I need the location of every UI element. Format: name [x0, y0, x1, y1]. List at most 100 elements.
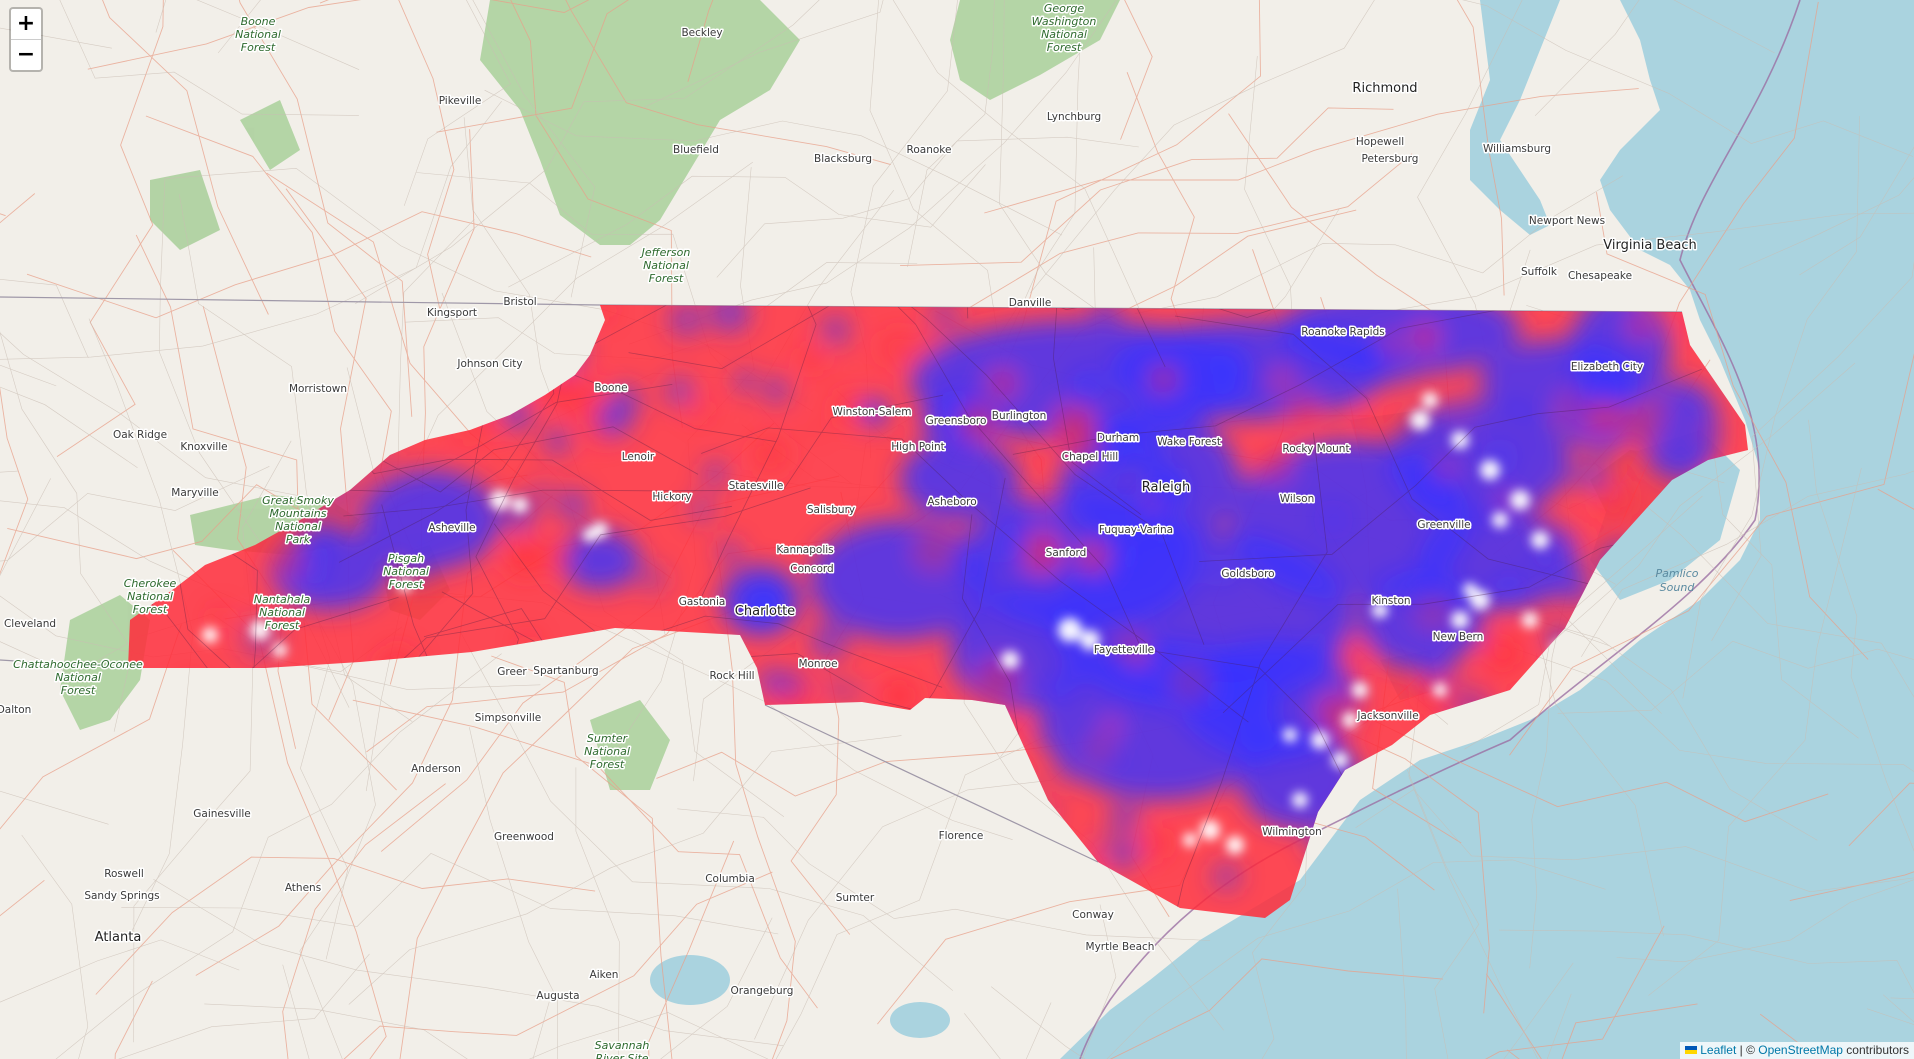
road-line [343, 871, 773, 1059]
heatmap-cell [849, 684, 864, 699]
city-label: Elizabeth City [1571, 361, 1643, 373]
heatmap-cell [1260, 641, 1296, 676]
no-data-gap [1001, 651, 1019, 669]
minor-road-line [355, 0, 820, 304]
overlay-road-line [338, 305, 579, 563]
forest-label: Great Smoky Mountains National Park [262, 494, 334, 546]
heatmap-cell [780, 671, 806, 697]
city-label: Spartanburg [533, 665, 598, 677]
no-data-gap [1332, 752, 1348, 768]
heatmap-cell [1416, 596, 1449, 629]
road-line [1848, 782, 1914, 847]
city-label: Greenville [1417, 519, 1470, 531]
road-line [565, 0, 891, 166]
minor-road-line [1557, 640, 1914, 714]
minor-road-line [59, 0, 359, 116]
heatmap-cell [689, 399, 710, 420]
city-label: Raleigh [1142, 480, 1190, 495]
overlay-road-line [1149, 432, 1328, 918]
heatmap-cell [1627, 312, 1654, 340]
minor-road-line [472, 0, 596, 298]
forest-label: Cherokee National Forest [124, 577, 177, 616]
overlay-road-line [855, 305, 1205, 645]
heatmap-cell [1141, 417, 1156, 432]
heatmap-cell [1207, 341, 1252, 385]
city-label: Fayetteville [1094, 644, 1154, 656]
heatmap-cell [962, 630, 976, 643]
minor-road-line [1464, 362, 1856, 750]
heatmap-cell [1021, 532, 1061, 573]
heatmap-cell [1056, 767, 1072, 782]
heatmap-cell [1492, 574, 1527, 609]
city-label: Kingsport [427, 307, 477, 319]
no-data-gap [490, 490, 510, 510]
minor-road-line [1581, 470, 1914, 658]
overlay-road-line [628, 305, 1159, 370]
road-line [1789, 871, 1914, 902]
road-line [0, 193, 36, 575]
city-label: Chesapeake [1568, 270, 1632, 282]
leaflet-link[interactable]: Leaflet [1700, 1043, 1737, 1057]
heatmap-cell [1534, 426, 1556, 448]
city-label: Wake Forest [1157, 436, 1221, 448]
ukraine-flag-icon [1685, 1046, 1698, 1054]
coastline [1079, 0, 1801, 1059]
heatmap-cell [529, 482, 555, 507]
heatmap-cell [880, 676, 919, 716]
city-label: Greenwood [494, 831, 554, 843]
minor-road-line [0, 939, 240, 1003]
minor-road-line [0, 332, 309, 498]
no-data-gap [1311, 731, 1329, 749]
no-data-gap [1422, 392, 1438, 408]
heatmap-cell [819, 313, 852, 347]
no-data-gap [1531, 531, 1549, 549]
heatmap-cell [752, 435, 790, 473]
minor-road-line [1738, 177, 1914, 270]
heatmap-cell [1113, 549, 1138, 574]
heatmap-cell [912, 529, 955, 572]
no-data-gap [1451, 611, 1469, 629]
heatmap-cell [1239, 381, 1258, 400]
city-label: Johnson City [456, 358, 522, 370]
zoom-out-button[interactable]: − [11, 39, 41, 70]
heatmap-cell [1566, 470, 1581, 484]
heatmap-cell [1203, 552, 1240, 589]
heatmap-cell [1270, 369, 1293, 392]
road-line [398, 0, 455, 314]
osm-link[interactable]: OpenStreetMap [1758, 1043, 1843, 1057]
minor-road-line [1682, 115, 1860, 699]
no-data-gap [1451, 431, 1469, 449]
minor-road-line [0, 386, 138, 468]
road-line [114, 980, 153, 1059]
road-line [1109, 958, 1443, 1059]
forest-label: Boone National Forest [235, 15, 281, 54]
heatmap-cell [990, 525, 1029, 565]
minor-road-line [1808, 419, 1914, 852]
road-line [95, 856, 596, 995]
city-label: Gastonia [679, 596, 726, 608]
heatmap-cell [757, 667, 787, 697]
no-data-gap [1410, 410, 1430, 430]
forest-label: Pisgah National Forest [383, 552, 429, 591]
heatmap-cell [1622, 410, 1662, 449]
heatmap-cell [1103, 719, 1119, 734]
city-label: Dalton [0, 704, 31, 716]
forest-label: Nantahala National Forest [254, 593, 311, 632]
minor-road-line [0, 500, 269, 614]
minor-road-line [508, 164, 986, 288]
map-attribution: Leaflet | © OpenStreetMap contributors [1680, 1042, 1914, 1059]
heatmap-cell [1089, 305, 1122, 327]
city-label: Roanoke Rapids [1301, 326, 1384, 338]
minor-road-line [1616, 879, 1914, 963]
city-label: Atlanta [95, 930, 142, 945]
zoom-in-button[interactable]: + [16, 11, 36, 36]
heatmap-cell [799, 346, 824, 372]
no-data-gap [1492, 512, 1508, 528]
city-label: Beckley [681, 27, 722, 39]
heatmap-cell [665, 376, 695, 407]
minor-road-line [55, 653, 502, 1059]
heatmap-cell [975, 659, 1019, 703]
heatmap-cell [1071, 368, 1105, 402]
